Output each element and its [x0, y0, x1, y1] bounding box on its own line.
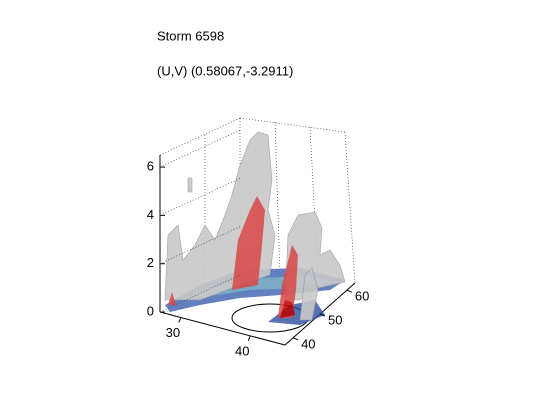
z-tick-label: 4: [147, 207, 154, 222]
grid-line: [159, 129, 241, 168]
x-tick-label: 30: [166, 325, 180, 340]
chart-subtitle: (U,V) (0.58067,-3.2911): [157, 63, 293, 78]
y-tick-label: 50: [328, 312, 342, 327]
x-tick-label: 40: [235, 343, 249, 358]
isosurface-red: [168, 196, 298, 318]
y-tick: [292, 337, 299, 341]
x-tick: [247, 335, 251, 342]
z-tick-label: 0: [147, 303, 154, 318]
z-tick-label: 2: [147, 255, 154, 270]
chart-title: Storm 6598: [157, 28, 224, 43]
y-tick-label: 40: [301, 336, 315, 351]
y-tick: [319, 313, 326, 317]
y-tick: [346, 289, 353, 293]
y-tick-label: 60: [355, 289, 369, 304]
x-tick: [178, 317, 182, 323]
z-tick-label: 6: [147, 159, 154, 174]
